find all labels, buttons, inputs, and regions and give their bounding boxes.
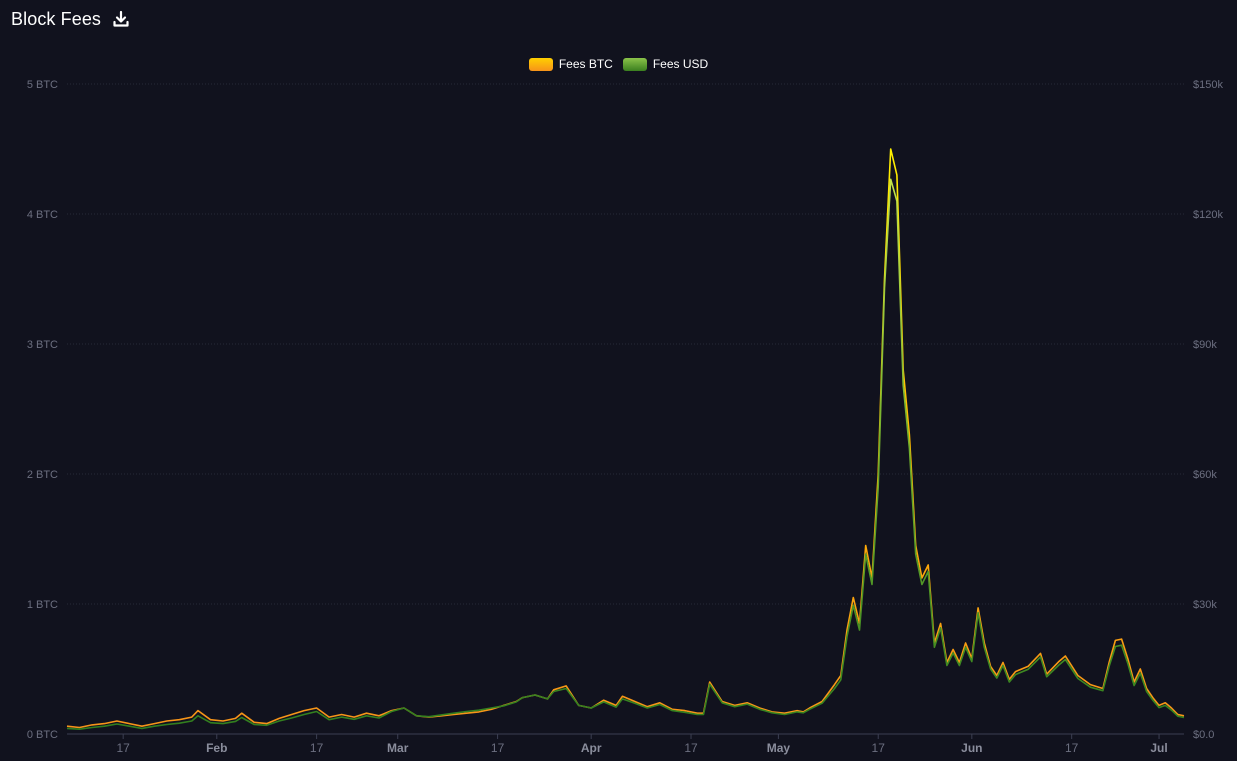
x-tick-label: 17: [872, 741, 886, 755]
x-tick-label: 17: [1065, 741, 1079, 755]
y-right-tick-label: $120k: [1193, 209, 1223, 221]
y-right-tick-label: $150k: [1193, 79, 1223, 91]
y-left-tick-label: 5 BTC: [27, 79, 58, 91]
x-tick-label: Jun: [961, 741, 982, 755]
x-tick-label: Feb: [206, 741, 227, 755]
x-tick-label: 17: [310, 741, 324, 755]
fees-btc-line[interactable]: [66, 148, 1185, 729]
download-icon[interactable]: [111, 9, 131, 29]
y-right-tick-label: $30k: [1193, 599, 1217, 611]
x-tick-label: 17: [684, 741, 698, 755]
fees-btc-points: [67, 149, 1184, 728]
y-left-tick-label: 1 BTC: [27, 599, 58, 611]
y-left-tick-label: 2 BTC: [27, 469, 58, 481]
y-right-tick-label: $90k: [1193, 339, 1217, 351]
chart-header: Block Fees: [11, 6, 131, 32]
y-left-tick-label: 0 BTC: [27, 729, 58, 741]
y-right-tick-label: $0.0: [1193, 729, 1214, 741]
legend-item-fees-btc[interactable]: Fees BTC: [528, 57, 613, 71]
y-left-tick-label: 4 BTC: [27, 209, 58, 221]
chart-title: Block Fees: [11, 8, 102, 29]
x-tick-label: Mar: [387, 741, 409, 755]
legend-swatch-fees-btc: [528, 57, 553, 71]
legend-label-fees-btc: Fees BTC: [558, 57, 613, 71]
fees-usd-line[interactable]: [66, 178, 1185, 730]
x-tick-label: May: [767, 741, 791, 755]
legend-label-fees-usd: Fees USD: [652, 57, 709, 71]
y-right-tick-label: $60k: [1193, 469, 1217, 481]
legend-swatch-fees-usd: [622, 57, 647, 71]
x-tick-label: Apr: [581, 741, 602, 755]
x-tick-label: 17: [491, 741, 505, 755]
fees-usd-points: [67, 179, 1184, 729]
y-left-tick-label: 3 BTC: [27, 339, 58, 351]
legend-item-fees-usd[interactable]: Fees USD: [622, 57, 709, 71]
x-tick-label: 17: [116, 741, 130, 755]
chart-legend: Fees BTC Fees USD: [0, 57, 1237, 71]
x-tick-label: Jul: [1150, 741, 1167, 755]
